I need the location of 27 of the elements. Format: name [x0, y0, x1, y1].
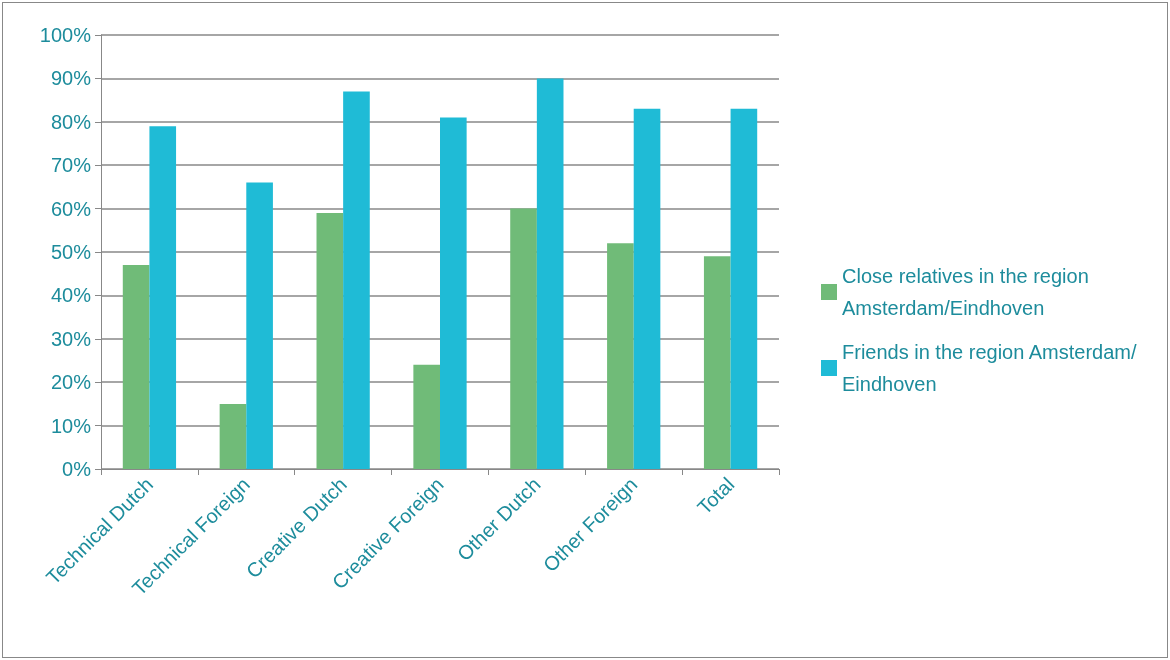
bar	[413, 364, 440, 469]
bar	[607, 243, 634, 469]
bar	[440, 117, 467, 469]
y-tick-label: 50%	[50, 241, 92, 263]
bar	[343, 91, 370, 469]
y-tick-label: 70%	[50, 154, 92, 177]
y-tick-label: 30%	[50, 327, 92, 350]
bar	[149, 126, 177, 469]
legend-label: Close relatives in the region Amsterdam/Eindhoven	[842, 265, 1095, 319]
bar	[219, 403, 247, 469]
y-tick-label: 80%	[50, 110, 92, 133]
legend-label: Friends in the region Amsterdam/Eindhoven	[842, 341, 1138, 395]
y-tick-label: 90%	[50, 67, 92, 90]
bar	[703, 256, 731, 469]
bar	[510, 208, 537, 469]
bar	[316, 212, 344, 469]
bar	[536, 78, 564, 469]
y-tick-label: 100%	[39, 24, 92, 46]
bar	[246, 182, 273, 469]
y-tick-label: 60%	[50, 197, 92, 220]
bar	[730, 108, 758, 469]
y-tick-label: 20%	[50, 371, 92, 394]
bar	[633, 108, 661, 469]
y-tick-label: 40%	[50, 284, 92, 307]
y-tick-label: 0%	[62, 458, 92, 480]
y-tick-label: 10%	[50, 414, 92, 437]
bar	[122, 265, 150, 469]
